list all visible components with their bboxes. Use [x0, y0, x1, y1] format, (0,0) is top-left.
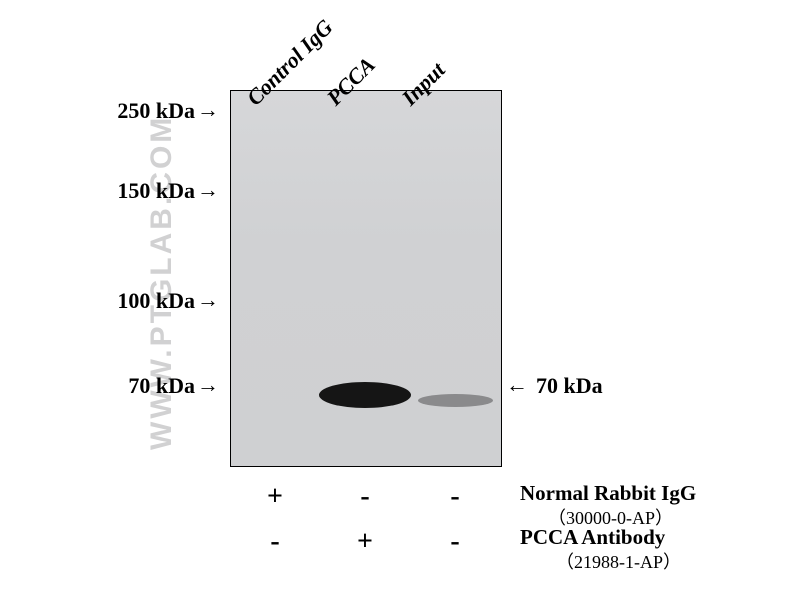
row1-lane1: + [264, 483, 286, 511]
marker-70-arrow: → [197, 372, 219, 398]
marker-100-arrow: → [197, 287, 219, 313]
blot-membrane [230, 90, 502, 467]
blot-gradient [231, 91, 501, 466]
row1-lane2: - [354, 483, 376, 511]
right-annotation-label: 70 kDa [536, 373, 603, 399]
row1-lane3: - [444, 483, 466, 511]
row1-label: Normal Rabbit IgG [520, 481, 696, 506]
row2-label: PCCA Antibody [520, 525, 665, 550]
band-input [418, 394, 493, 407]
marker-150: 150 kDa [117, 178, 195, 204]
row2-lane3: - [444, 528, 466, 556]
marker-100: 100 kDa [117, 288, 195, 314]
marker-250-arrow: → [197, 97, 219, 123]
row2-lane2: + [354, 528, 376, 556]
figure-container: WWW.PTGLAB.COM Control IgG PCCA Input 25… [0, 0, 800, 600]
right-annotation-arrow: ← [506, 372, 528, 398]
marker-150-arrow: → [197, 177, 219, 203]
band-pcca [319, 382, 411, 408]
watermark-text: WWW.PTGLAB.COM [145, 115, 179, 450]
marker-70: 70 kDa [128, 373, 195, 399]
row2-lane1: - [264, 528, 286, 556]
row2-sub: （21988-1-AP） [556, 548, 681, 574]
marker-250: 250 kDa [117, 98, 195, 124]
